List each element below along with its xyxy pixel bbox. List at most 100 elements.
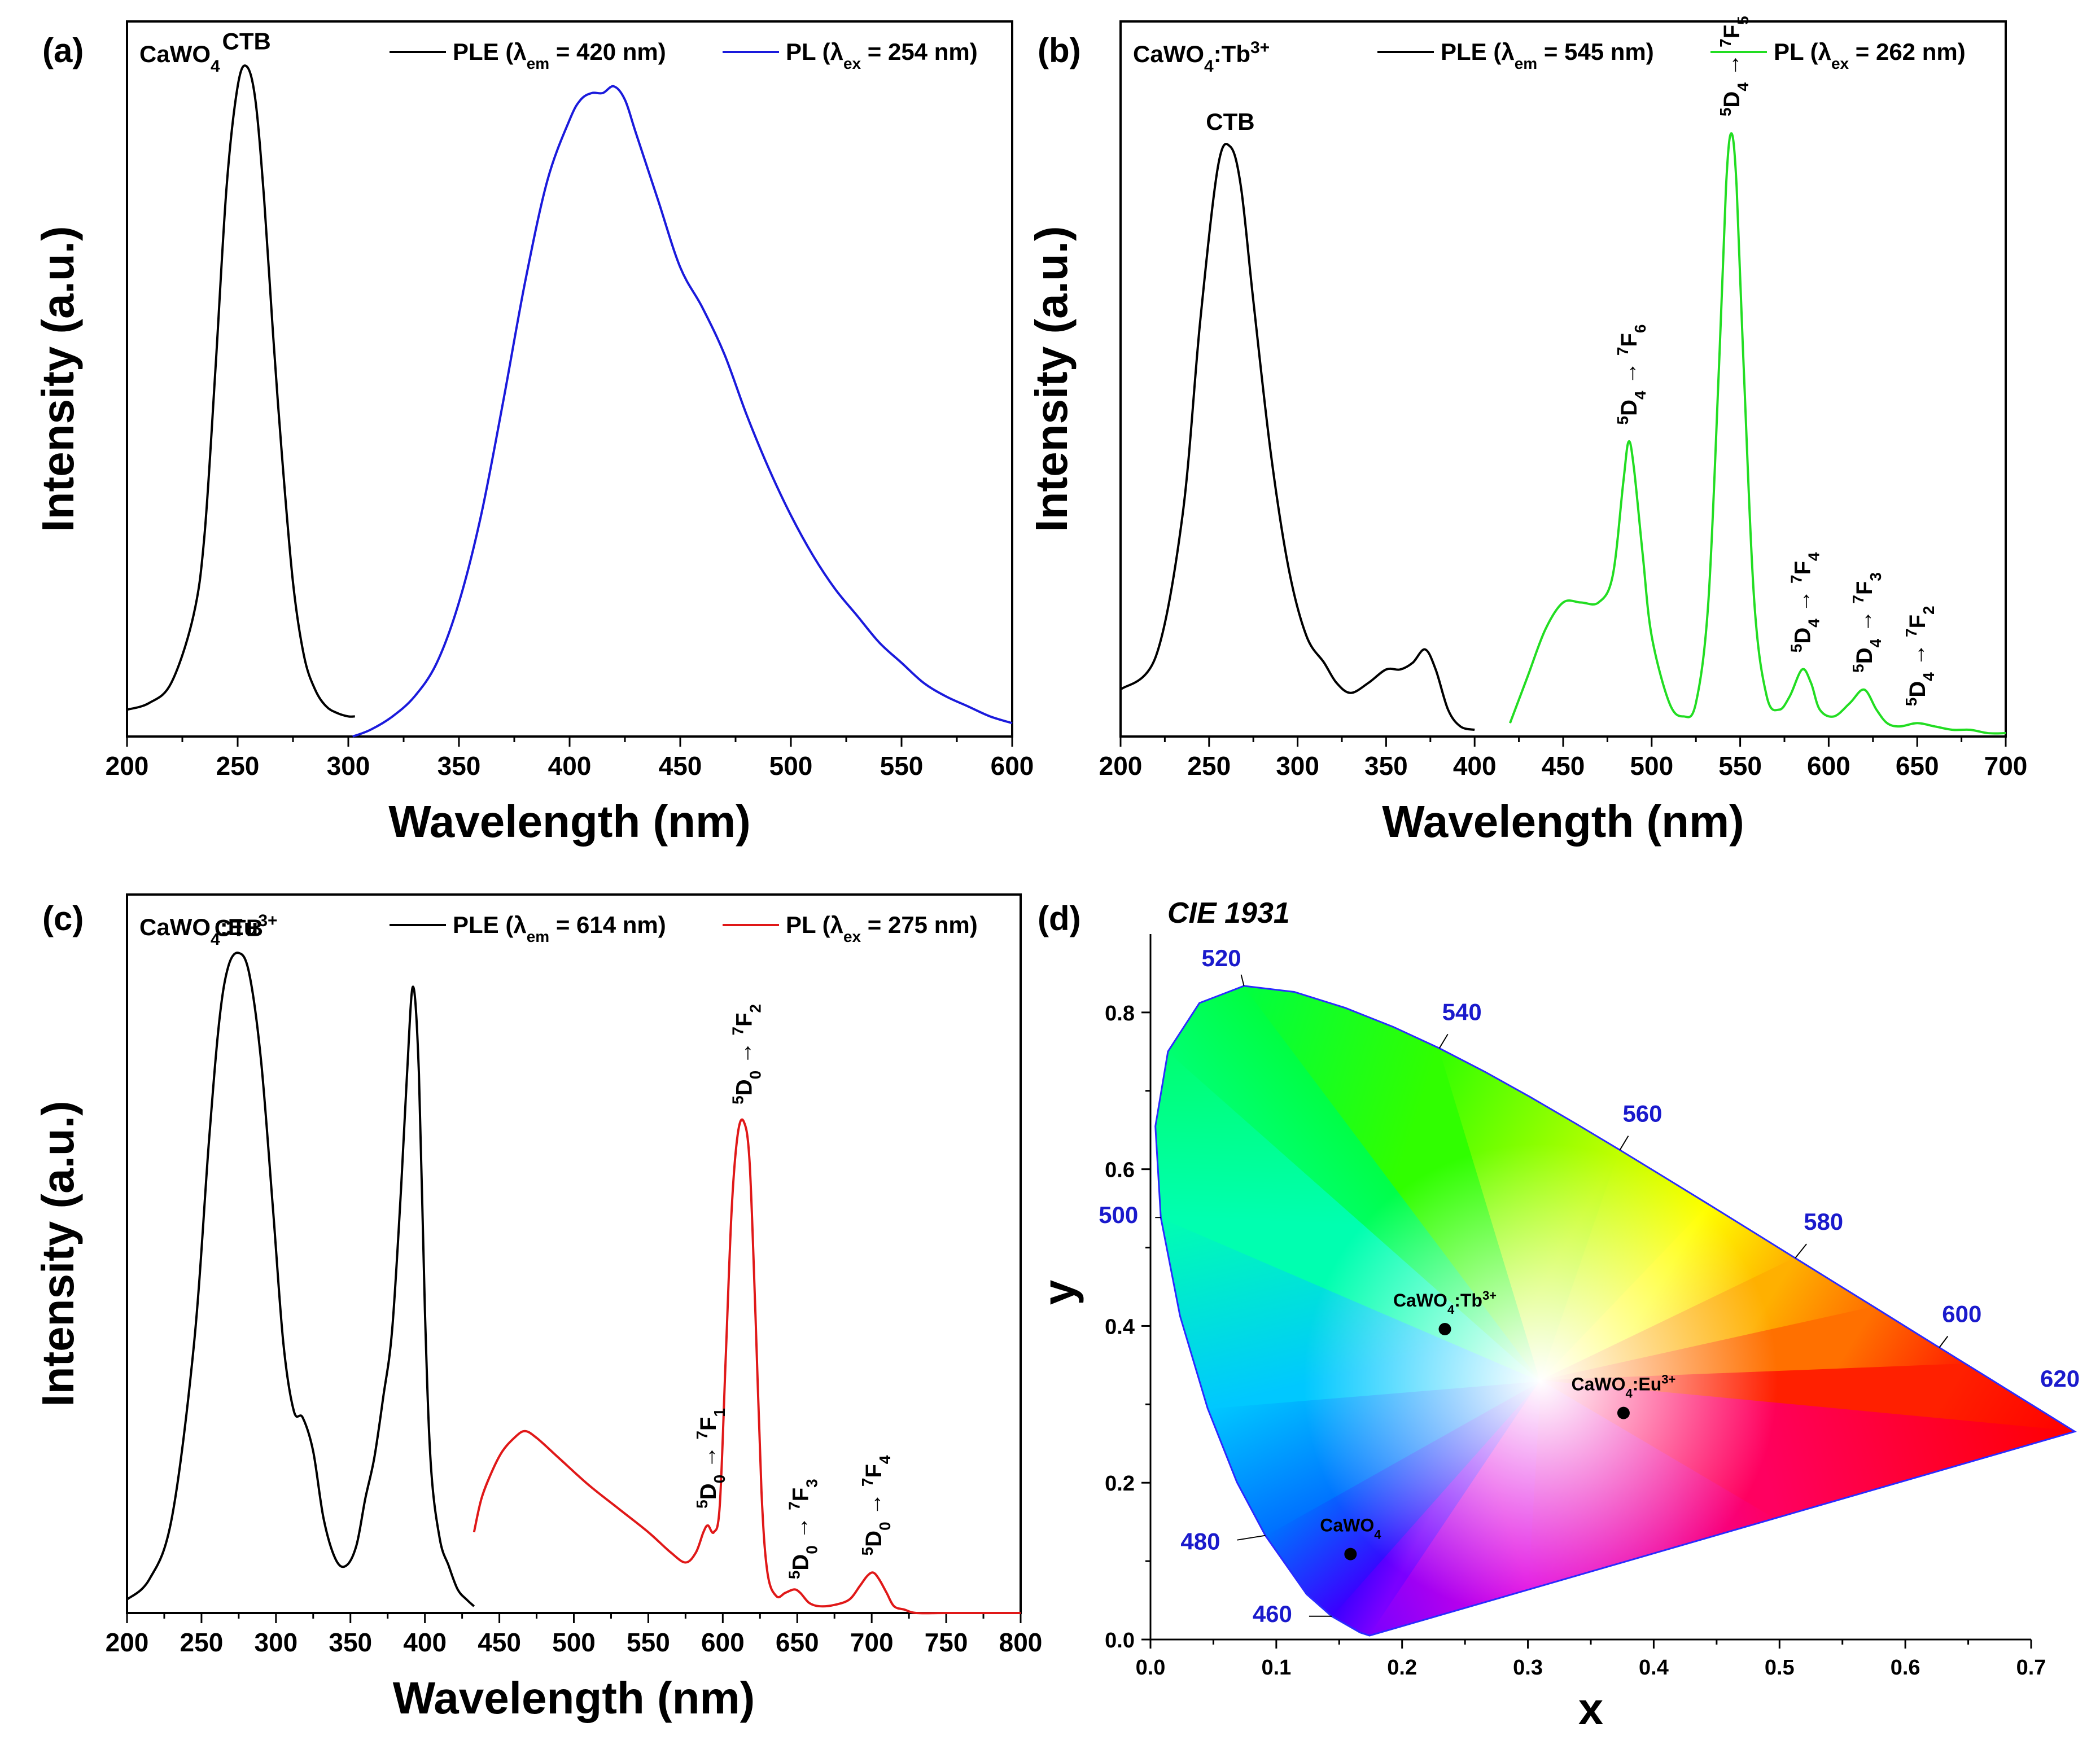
chromaticity-point	[1617, 1406, 1630, 1419]
wavelength-tick	[1438, 1033, 1449, 1049]
panel-c: 200 250 300 350 400 450 500 550 600 650 700 750 800 W…	[33, 893, 1043, 1723]
x-tick-label: 300	[1276, 751, 1319, 781]
series-line-ple	[1119, 143, 1475, 731]
peak-label-ctb: CTB	[215, 915, 263, 941]
peak-label-ctb: CTB	[222, 28, 271, 54]
transition-label: 5D4 → 7F3	[1849, 572, 1884, 673]
transition-label: 5D4 → 7F5	[1716, 16, 1751, 116]
x-tick-label: 750	[925, 1628, 968, 1657]
wavelength-label: 460	[1253, 1601, 1292, 1627]
x-tick-label: 300	[327, 751, 370, 781]
panel-label: (b)	[1038, 32, 1081, 69]
peak-label-ctb: CTB	[1206, 108, 1254, 135]
x-tick-label: 0.0	[1136, 1656, 1166, 1680]
x-tick-label: 600	[991, 751, 1034, 781]
x-tick-label: 550	[1718, 751, 1762, 781]
plot-frame	[126, 893, 1022, 1614]
y-tick-label: 0.8	[1105, 1002, 1135, 1025]
x-tick-label: 450	[478, 1628, 521, 1657]
wavelength-tick	[1939, 1336, 1949, 1348]
x-tick-label: 0.4	[1639, 1656, 1669, 1680]
wavelength-label: 540	[1442, 998, 1482, 1025]
y-axis-title: Intensity (a.u.)	[33, 226, 83, 532]
x-tick-label: 600	[701, 1628, 745, 1657]
transition-label: 5D4 → 7F2	[1902, 606, 1937, 706]
series-line-ple	[126, 952, 475, 1607]
legend-label-pl: PL (λex = 254 nm)	[786, 38, 978, 72]
panel-label: (d)	[1038, 900, 1081, 937]
x-tick-label: 0.2	[1387, 1656, 1417, 1680]
x-tick-label: 500	[769, 751, 813, 781]
panel-label: (c)	[42, 900, 84, 937]
x-tick-label: 350	[329, 1628, 372, 1657]
sample-name: CaWO4:Tb3+	[1133, 38, 1270, 76]
x-tick-label: 0.1	[1261, 1656, 1291, 1680]
x-tick-label: 200	[1099, 751, 1143, 781]
x-tick-label: 0.5	[1765, 1656, 1795, 1680]
transition-label: 5D4 → 7F6	[1614, 325, 1649, 425]
x-tick-label: 250	[1187, 751, 1231, 781]
x-axis-title: Wavelength (nm)	[388, 796, 750, 847]
cie-title: CIE 1931	[1167, 897, 1290, 930]
x-tick-label: 200	[106, 1628, 149, 1657]
series-line-pl	[352, 85, 1013, 738]
wavelength-label: 560	[1622, 1101, 1662, 1127]
wavelength-tick	[1795, 1243, 1807, 1259]
chromaticity-point	[1438, 1323, 1451, 1335]
series-line-ple	[126, 64, 355, 718]
panel-d: 0.0 0.1 0.2 0.3 0.4 0.5 0.6 0.7 0.0 0.2 0.4 0.6 0.8 x…	[1034, 897, 2080, 1734]
x-tick-label: 350	[1364, 751, 1408, 781]
transition-label: 5D0 → 7F2	[729, 1004, 764, 1104]
wavelength-label: 580	[1804, 1208, 1843, 1235]
x-tick-label: 650	[1896, 751, 1939, 781]
x-axis-title: x	[1578, 1684, 1604, 1734]
y-axis-title: y	[1034, 1279, 1084, 1305]
spectral-locus	[1154, 985, 2077, 1637]
x-tick-label: 400	[403, 1628, 447, 1657]
x-tick-label: 200	[106, 751, 149, 781]
x-tick-label: 250	[216, 751, 260, 781]
wavelength-label: 500	[1099, 1202, 1138, 1228]
wavelength-label: 480	[1180, 1528, 1220, 1555]
legend-label-ple: PLE (λem = 614 nm)	[453, 911, 666, 945]
x-axis-title: Wavelength (nm)	[393, 1673, 755, 1723]
x-tick-label: 450	[659, 751, 702, 781]
legend-label-ple: PLE (λem = 545 nm)	[1441, 38, 1654, 72]
y-tick-label: 0.0	[1105, 1629, 1135, 1652]
series-line-pl	[473, 1118, 1021, 1615]
legend-label-pl: PL (λex = 275 nm)	[786, 911, 978, 945]
x-tick-label: 0.6	[1891, 1656, 1920, 1680]
plot-frame	[126, 20, 1013, 738]
x-tick-label: 650	[776, 1628, 819, 1657]
x-tick-label: 550	[627, 1628, 670, 1657]
x-tick-label: 250	[180, 1628, 224, 1657]
y-axis-title: Intensity (a.u.)	[1026, 226, 1077, 532]
x-tick-label: 600	[1807, 751, 1850, 781]
y-tick-label: 0.6	[1105, 1159, 1135, 1182]
wavelength-tick	[1237, 1535, 1266, 1541]
x-tick-label: 300	[254, 1628, 298, 1657]
y-axis-title: Intensity (a.u.)	[33, 1101, 83, 1406]
x-tick-label: 700	[850, 1628, 894, 1657]
x-tick-label: 500	[552, 1628, 596, 1657]
x-tick-label: 400	[548, 751, 592, 781]
x-tick-label: 400	[1453, 751, 1497, 781]
cie-gamut	[1155, 985, 2075, 1636]
x-tick-label: 500	[1630, 751, 1673, 781]
transition-label: 5D4 → 7F4	[1787, 552, 1822, 652]
chromaticity-point	[1344, 1548, 1357, 1560]
white-point-glow	[1303, 1143, 1778, 1618]
sample-name: CaWO4	[139, 41, 220, 76]
wavelength-label: 600	[1942, 1301, 1981, 1327]
panel-label: (a)	[42, 32, 84, 69]
y-tick-label: 0.2	[1105, 1472, 1135, 1496]
wavelength-label: 620	[2040, 1365, 2080, 1392]
y-tick-label: 0.4	[1105, 1315, 1135, 1339]
wavelength-label: 520	[1202, 945, 1241, 971]
x-tick-label: 550	[880, 751, 924, 781]
panel-a: 200 250 300 350 400 450 500 550 600 Wavelength (n…	[33, 20, 1034, 847]
x-tick-label: 800	[999, 1628, 1043, 1657]
x-tick-label: 350	[438, 751, 481, 781]
transition-label: 5D0 → 7F3	[785, 1479, 820, 1579]
